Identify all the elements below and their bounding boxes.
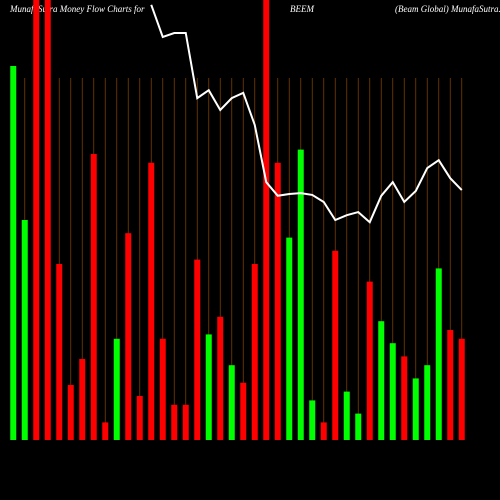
bar [274,162,281,441]
price-line [150,4,463,224]
bar [251,264,258,440]
bar [309,400,316,440]
bar [44,0,51,440]
bar [286,237,293,440]
bar [458,338,465,440]
bar [343,391,350,440]
bar [194,259,201,440]
bar [56,264,63,440]
bar [228,365,235,440]
ticker: BEEM [290,4,314,14]
bar [240,382,247,440]
bar [320,422,327,440]
bar [125,233,132,440]
bar [33,0,40,440]
bar [355,413,362,440]
bar [113,338,120,440]
bar [159,338,166,440]
bar [435,268,442,440]
bar [182,404,189,440]
bar [401,356,408,440]
chart-subtitle: (Beam Global) MunafaSutra.com [395,4,500,14]
bar [389,343,396,440]
bar [79,359,86,440]
bar [21,220,28,440]
chart-title: MunafaSutra Money Flow Charts for [9,4,145,14]
bar [67,385,74,440]
bar [297,149,304,440]
bar [10,66,17,440]
bar [205,334,212,440]
bar [447,330,454,440]
bar [332,250,339,440]
bar [102,422,109,440]
bar [148,162,155,441]
bar [136,396,143,440]
bar [90,154,97,440]
bar [263,0,270,440]
bar [378,321,385,440]
bar [171,404,178,440]
bar [424,365,431,440]
bar [366,281,373,440]
bar [412,378,419,440]
bar [217,316,224,440]
